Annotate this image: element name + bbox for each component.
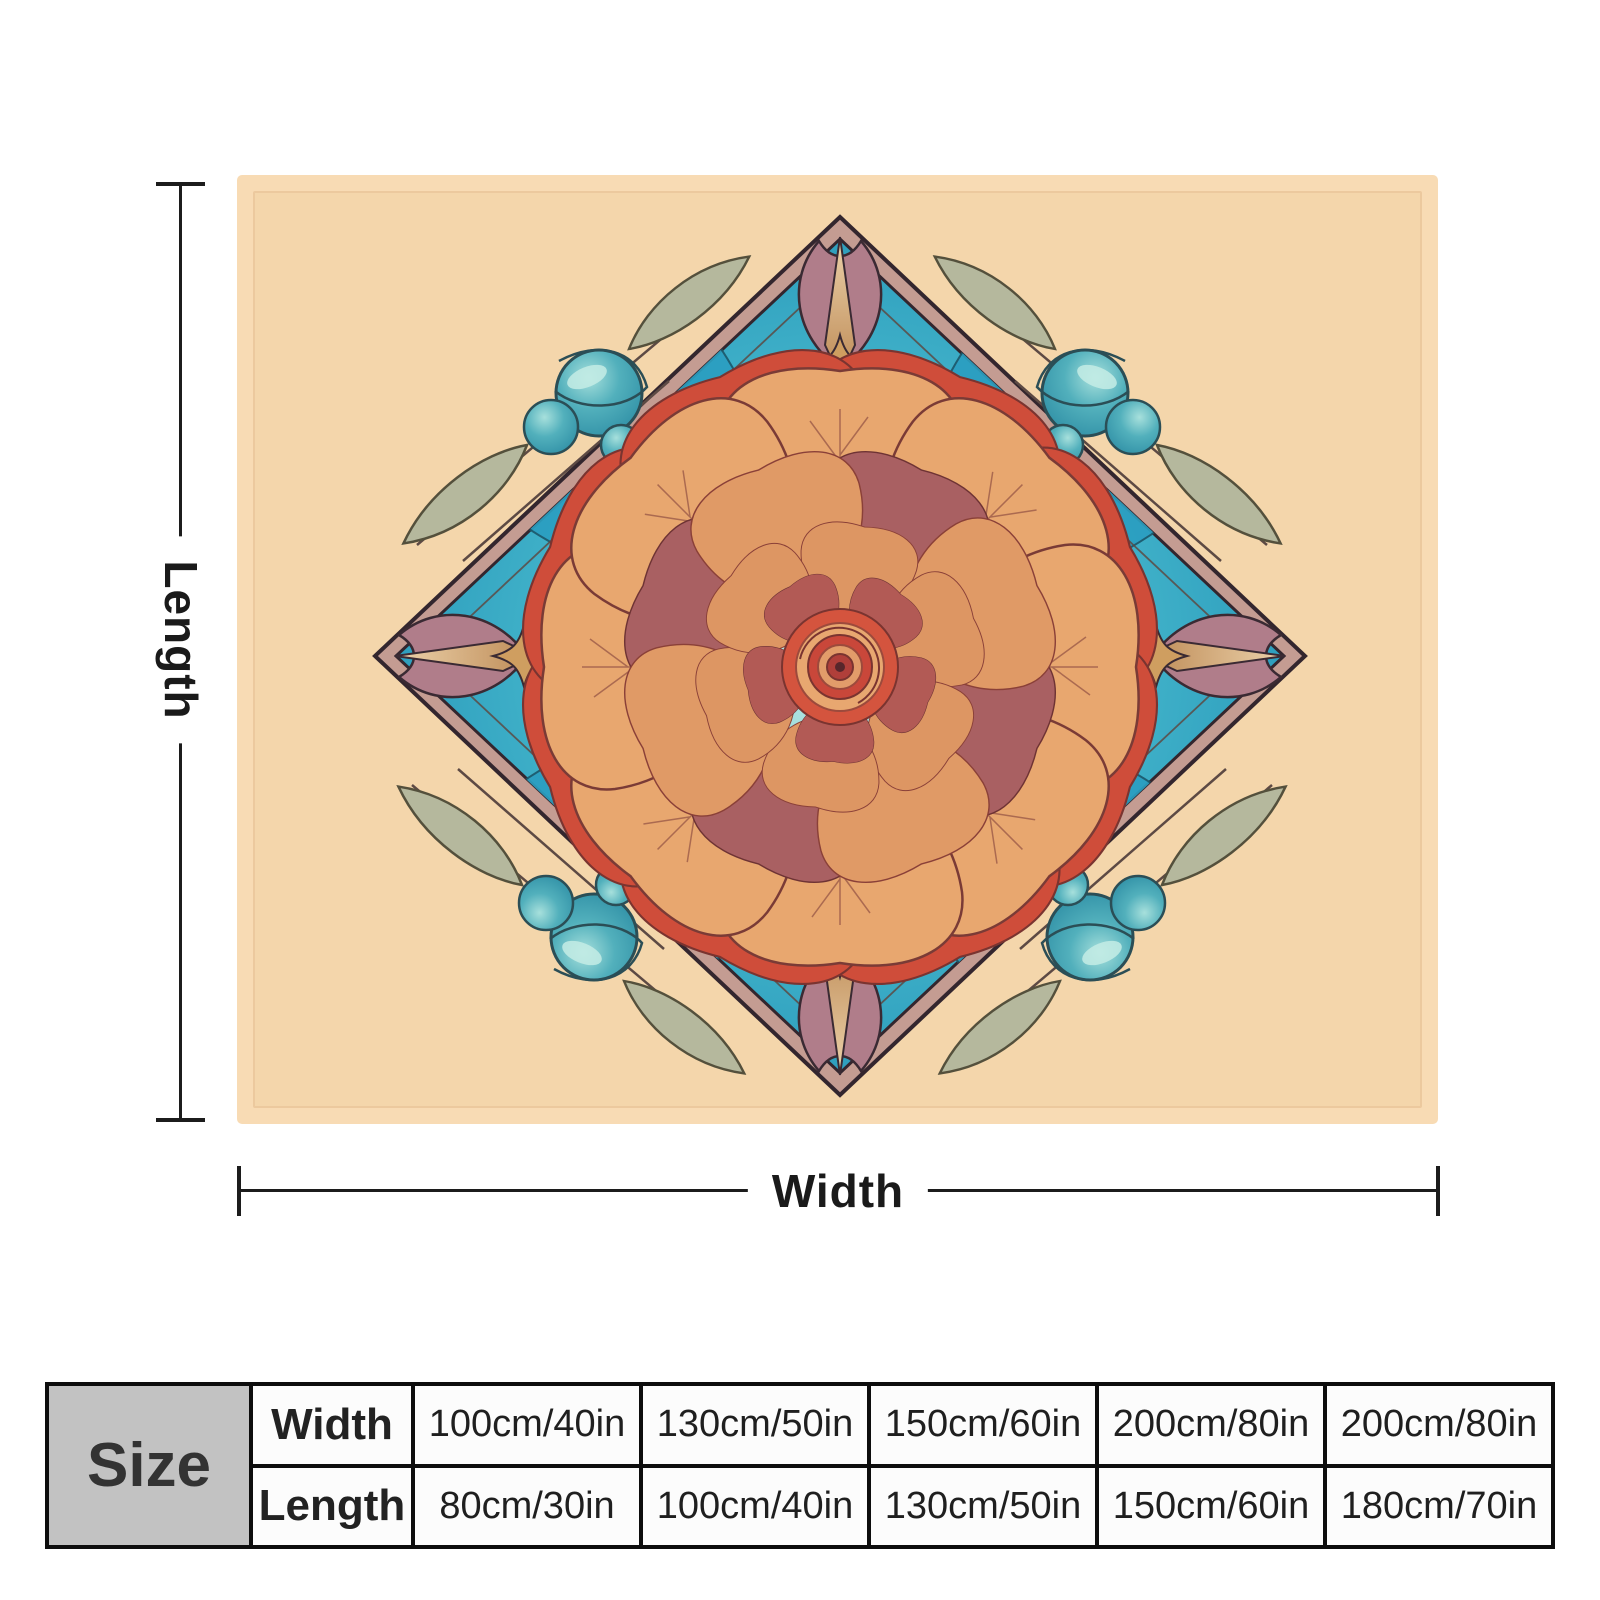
width-value-cell: 100cm/40in [415,1386,639,1464]
blanket-artwork [372,214,1308,1098]
width-right-cap [1436,1166,1440,1216]
width-value-cell: 200cm/80in [1327,1386,1551,1464]
length-value-cell: 80cm/30in [415,1467,639,1545]
width-value-cell: 150cm/60in [871,1386,1095,1464]
length-value-cell: 150cm/60in [1099,1467,1323,1545]
blanket-image [237,175,1438,1124]
center-rose [496,323,1184,1011]
length-value-cell: 180cm/70in [1327,1467,1551,1545]
width-value-cell: 130cm/50in [643,1386,867,1464]
length-row-header: Length [253,1467,411,1545]
length-value-cell: 100cm/40in [643,1467,867,1545]
width-row-header: Width [253,1386,411,1464]
length-label: Length [148,536,214,744]
length-bottom-cap [156,1118,205,1122]
width-value-cell: 200cm/80in [1099,1386,1323,1464]
width-label: Width [747,1158,929,1224]
length-value-cell: 130cm/50in [871,1467,1095,1545]
size-table-corner-cell: Size [49,1386,249,1545]
size-table: Size Width 100cm/40in 130cm/50in 150cm/6… [45,1382,1555,1549]
